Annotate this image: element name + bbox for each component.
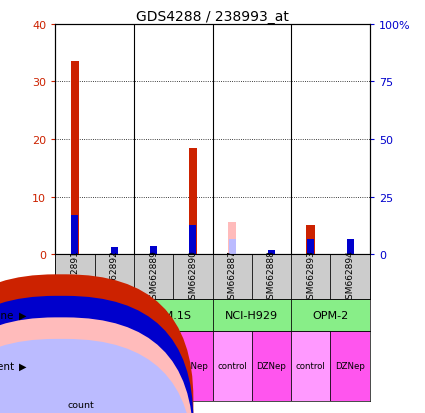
- Bar: [307, 240, 314, 254]
- Text: GSM662894: GSM662894: [346, 250, 354, 304]
- Text: ▶: ▶: [19, 310, 27, 320]
- Bar: [252, 254, 291, 300]
- Bar: [291, 254, 331, 300]
- Text: control: control: [60, 361, 90, 370]
- Bar: [150, 247, 157, 254]
- Text: GSM662889: GSM662889: [149, 250, 158, 304]
- Text: GSM662892: GSM662892: [110, 250, 119, 304]
- Bar: [134, 331, 173, 401]
- Bar: [252, 331, 291, 401]
- Text: GSM662893: GSM662893: [306, 250, 315, 304]
- Bar: [331, 254, 370, 300]
- Bar: [291, 300, 370, 331]
- Text: cell line: cell line: [0, 310, 17, 320]
- Bar: [55, 300, 134, 331]
- Bar: [55, 254, 94, 300]
- Bar: [291, 331, 331, 401]
- Text: OPM-2: OPM-2: [312, 310, 348, 320]
- Bar: [173, 331, 212, 401]
- Bar: [228, 223, 236, 254]
- Text: KMS18: KMS18: [76, 310, 113, 320]
- Bar: [212, 331, 252, 401]
- Bar: [134, 300, 212, 331]
- Text: MM.1S: MM.1S: [155, 310, 192, 320]
- Text: DZNep: DZNep: [178, 361, 208, 370]
- Text: control: control: [217, 361, 247, 370]
- Bar: [71, 62, 79, 254]
- Text: ▶: ▶: [19, 361, 27, 371]
- Text: control: control: [139, 361, 168, 370]
- Text: control: control: [296, 361, 326, 370]
- Text: DZNep: DZNep: [99, 361, 129, 370]
- Bar: [212, 300, 291, 331]
- Bar: [94, 254, 134, 300]
- Bar: [306, 226, 315, 254]
- Bar: [110, 248, 118, 254]
- Bar: [189, 148, 197, 254]
- Bar: [55, 331, 94, 401]
- Bar: [134, 254, 173, 300]
- Bar: [94, 331, 134, 401]
- Text: DZNep: DZNep: [335, 361, 365, 370]
- Bar: [331, 331, 370, 401]
- Text: GSM662891: GSM662891: [71, 250, 79, 304]
- Text: GSM662888: GSM662888: [267, 250, 276, 304]
- Text: GSM662890: GSM662890: [188, 250, 197, 304]
- Title: GDS4288 / 238993_at: GDS4288 / 238993_at: [136, 10, 289, 24]
- Bar: [346, 240, 354, 254]
- Bar: [71, 216, 79, 254]
- Bar: [212, 254, 252, 300]
- Text: agent: agent: [0, 361, 17, 371]
- Text: GSM662887: GSM662887: [228, 250, 237, 304]
- Text: NCI-H929: NCI-H929: [225, 310, 278, 320]
- Bar: [268, 250, 275, 254]
- Bar: [229, 240, 236, 254]
- Text: count: count: [68, 400, 95, 409]
- Bar: [173, 254, 212, 300]
- Bar: [189, 226, 196, 254]
- Text: DZNep: DZNep: [257, 361, 286, 370]
